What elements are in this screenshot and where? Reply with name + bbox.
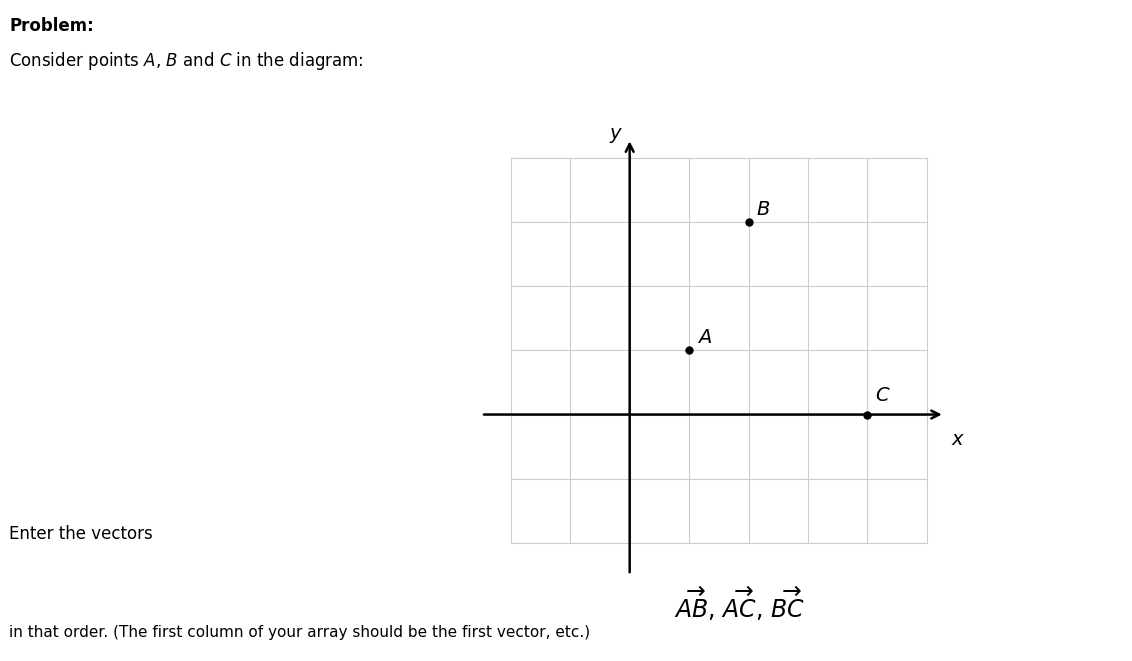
Text: Problem:: Problem: <box>9 17 94 34</box>
Text: Consider points $\mathit{A}$, $\mathit{B}$ and $\mathit{C}$ in the diagram:: Consider points $\mathit{A}$, $\mathit{B… <box>9 50 363 71</box>
Text: in that order. (The first column of your array should be the first vector, etc.): in that order. (The first column of your… <box>9 625 590 640</box>
Text: $x$: $x$ <box>951 430 964 449</box>
Text: $\mathit{A}$: $\mathit{A}$ <box>697 329 712 347</box>
Text: $\overrightarrow{AB}$, $\overrightarrow{AC}$, $\overrightarrow{BC}$: $\overrightarrow{AB}$, $\overrightarrow{… <box>674 585 805 623</box>
Text: Enter the vectors: Enter the vectors <box>9 525 153 543</box>
Text: $\mathit{C}$: $\mathit{C}$ <box>875 387 891 405</box>
Text: $y$: $y$ <box>609 126 623 145</box>
Text: $\mathit{B}$: $\mathit{B}$ <box>756 201 771 219</box>
